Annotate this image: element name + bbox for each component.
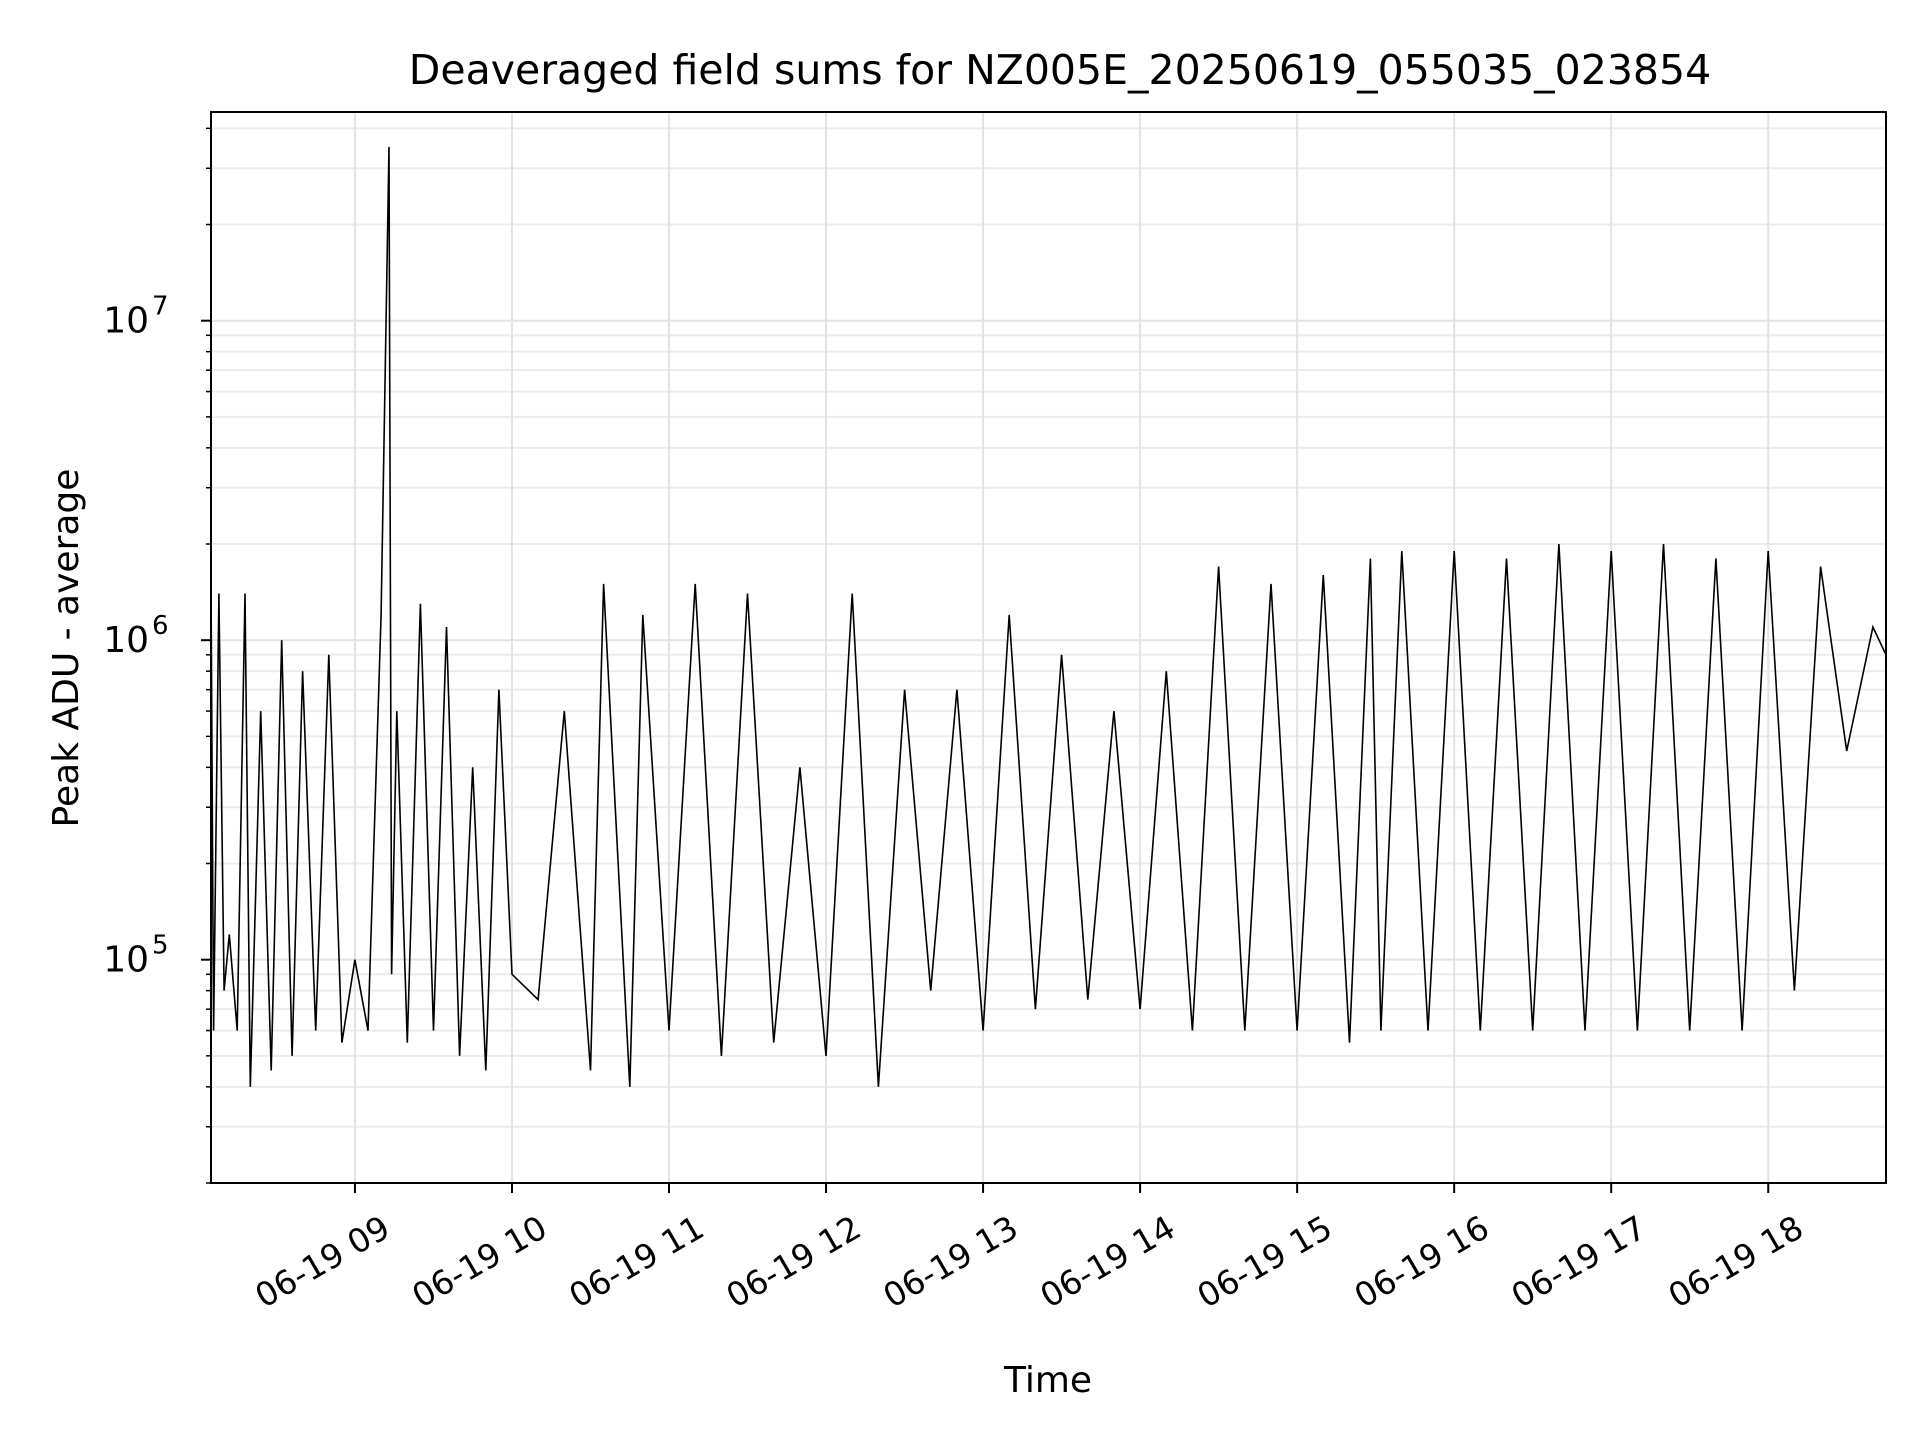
y-tick-base: 10 xyxy=(103,301,149,342)
y-tick-exponent: 7 xyxy=(152,292,169,322)
y-tick-exponent: 5 xyxy=(152,931,169,961)
y-axis-label: Peak ADU - average xyxy=(46,469,87,828)
axes-frame xyxy=(210,111,1887,1184)
y-tick-label: 10 7 xyxy=(103,292,168,342)
y-tick-exponent: 6 xyxy=(152,611,169,641)
plot-area xyxy=(210,146,1887,1087)
chart-title: Deaveraged field sums for NZ005E_2025061… xyxy=(409,46,1711,94)
grid xyxy=(211,112,1886,1184)
series-line xyxy=(210,146,1887,1087)
y-tick-base: 10 xyxy=(103,620,149,661)
y-tick-label: 10 5 xyxy=(103,931,168,981)
y-tick-label: 10 6 xyxy=(103,611,168,661)
x-axis-label: Time xyxy=(1003,1360,1092,1401)
y-tick-base: 10 xyxy=(103,940,149,981)
